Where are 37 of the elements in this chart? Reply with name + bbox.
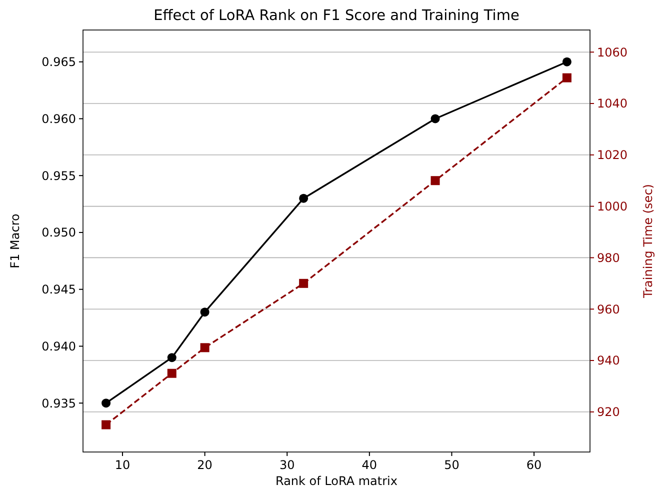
x-tick-label: 40 — [362, 458, 378, 472]
x-tick-label: 10 — [114, 458, 130, 472]
point — [102, 420, 111, 430]
y2-axis-title: Training Time (sec) — [641, 184, 655, 299]
point — [167, 353, 176, 362]
y2-tick-label: 940 — [597, 354, 620, 368]
y2-tick-label: 960 — [597, 302, 620, 316]
point — [167, 368, 176, 378]
y2-tick-label: 1020 — [597, 148, 628, 162]
x-tick-label: 50 — [444, 458, 460, 472]
y-axis-title: F1 Macro — [8, 214, 22, 268]
point — [200, 343, 210, 352]
point — [562, 57, 572, 66]
point — [430, 176, 440, 186]
y-tick-label: 0.950 — [42, 226, 76, 240]
y2-tick-label: 980 — [597, 250, 620, 265]
point — [299, 194, 308, 203]
point — [200, 308, 210, 317]
point — [102, 398, 111, 408]
point — [562, 73, 572, 82]
y-tick-label: 0.955 — [42, 168, 76, 183]
y2-tick-label: 1000 — [597, 200, 628, 214]
y-tick-label: 0.940 — [42, 339, 76, 354]
y2-tick-label: 920 — [597, 405, 620, 420]
x-tick-label: 60 — [526, 458, 542, 472]
x-tick-label: 20 — [197, 458, 212, 472]
point — [299, 278, 308, 288]
y2-tick-label: 1060 — [597, 45, 628, 60]
point — [430, 114, 440, 124]
chart-title: Effect of LoRA Rank on F1 Score and Training Time — [154, 8, 520, 24]
y-tick-label: 0.965 — [42, 55, 76, 70]
x-tick-label: 30 — [279, 458, 295, 472]
x-axis-title: Rank of LoRA matrix — [276, 474, 398, 487]
y-tick-label: 0.935 — [42, 396, 76, 410]
y-tick-label: 0.960 — [42, 112, 76, 126]
y2-tick-label: 1040 — [597, 96, 628, 111]
y-tick-label: 0.945 — [42, 282, 76, 297]
